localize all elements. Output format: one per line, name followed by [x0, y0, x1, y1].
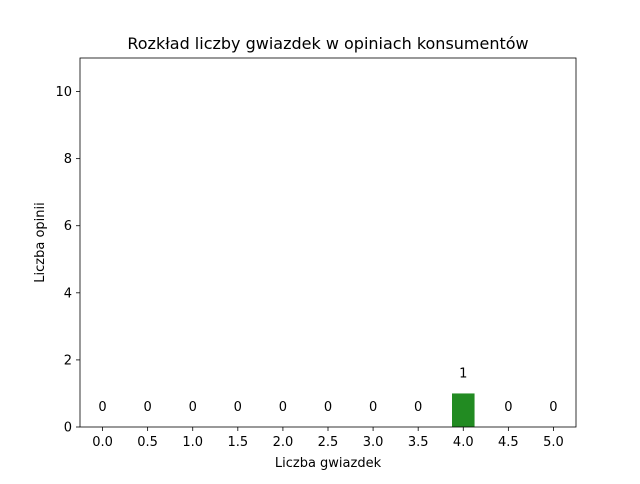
chart-title: Rozkład liczby gwiazdek w opiniach konsu…: [127, 34, 528, 53]
x-tick-label-1.0: 1.0: [182, 435, 203, 450]
y-tick-label-8: 8: [64, 152, 72, 167]
data-label-3.0: 0: [369, 400, 377, 415]
data-label-0.0: 0: [98, 400, 106, 415]
data-label-1.5: 0: [234, 400, 242, 415]
x-tick-label-0.5: 0.5: [137, 435, 158, 450]
x-axis-label: Liczba gwiazdek: [275, 456, 382, 471]
x-tick-label-3.0: 3.0: [363, 435, 384, 450]
y-tick-label-0: 0: [64, 421, 72, 436]
x-tick-label-4.0: 4.0: [453, 435, 474, 450]
data-label-5.0: 0: [549, 400, 557, 415]
data-label-0.5: 0: [143, 400, 151, 415]
plot-area: 0 0 0 0 0 0 0 010 00.0 0.5 1.0 1.5 2.0 2.5 3.0 3.5 4.0 4.…: [55, 57, 577, 450]
x-tick-label-2.5: 2.5: [318, 435, 339, 450]
data-label-4.0: 1: [459, 366, 467, 381]
y-tick-label-6: 6: [64, 219, 72, 234]
plot-frame: [79, 57, 577, 428]
x-tick-label-3.5: 3.5: [408, 435, 429, 450]
x-tick-label-4.5: 4.5: [498, 435, 519, 450]
data-label-2.5: 0: [324, 400, 332, 415]
y-axis-label: Liczba opinii: [33, 202, 48, 282]
y-tick-label-10: 10: [55, 85, 72, 100]
data-label-3.5: 0: [414, 400, 422, 415]
x-tick-label-0.0: 0.0: [92, 435, 113, 450]
x-tick-label-5.0: 5.0: [543, 435, 564, 450]
x-tick-label-2.0: 2.0: [273, 435, 294, 450]
bar-4.0: [452, 393, 475, 427]
x-tick-label-1.5: 1.5: [227, 435, 248, 450]
y-tick-label-4: 4: [64, 286, 72, 301]
data-label-2.0: 0: [279, 400, 287, 415]
y-tick-label-2: 2: [64, 353, 72, 368]
data-label-4.5: 0: [504, 400, 512, 415]
data-label-1.0: 0: [189, 400, 197, 415]
